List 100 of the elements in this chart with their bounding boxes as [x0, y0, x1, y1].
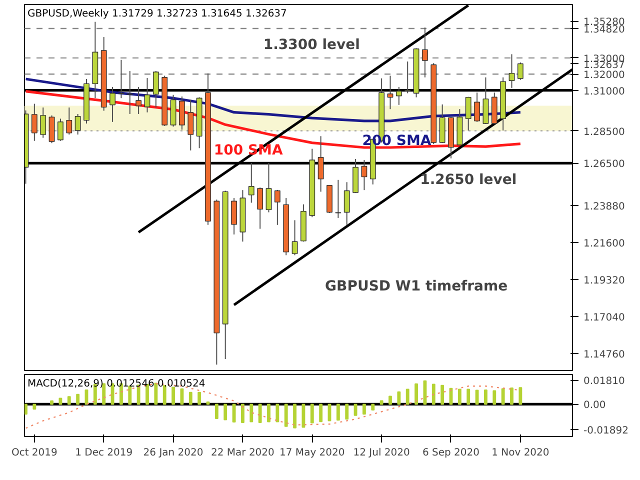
x-tick-label: 1 Dec 2019: [75, 448, 133, 458]
bar: [276, 404, 280, 422]
candlestick: [508, 54, 515, 88]
candlestick: [404, 61, 411, 94]
bar: [354, 404, 358, 416]
y-tick-label: 1.31000: [584, 86, 625, 98]
annotation: 1.2650 level: [420, 172, 517, 188]
bar: [423, 380, 427, 405]
x-tick-label: 12 Jul 2020: [353, 448, 410, 458]
candlestick: [517, 62, 524, 80]
candlestick: [58, 118, 64, 142]
bar: [310, 404, 314, 424]
bar: [484, 389, 488, 405]
bar: [198, 392, 202, 405]
candlestick: [179, 96, 185, 130]
y-tick-label: 1.14760: [584, 349, 625, 360]
bar: [32, 404, 36, 410]
candlestick: [361, 159, 368, 191]
bar: [319, 404, 323, 422]
annotation: GBPUSD W1 timeframe: [325, 278, 508, 294]
bar: [466, 388, 470, 405]
bar: [492, 390, 496, 405]
y-tick-label: -0.01892: [584, 425, 628, 436]
candlestick: [396, 86, 402, 106]
bar: [336, 404, 340, 421]
y-tick-label: 1.28500: [584, 126, 625, 138]
candlestick: [292, 220, 298, 256]
bar: [388, 396, 392, 405]
bar: [240, 404, 244, 423]
bar: [302, 404, 306, 428]
y-tick-label: 1.19320: [584, 275, 625, 286]
annotation: 1.3300 level: [263, 36, 360, 53]
candlestick: [422, 26, 428, 78]
bar: [232, 404, 236, 422]
y-tick-label: 1.32637: [584, 60, 625, 71]
candlestick: [335, 179, 342, 218]
x-tick-label: 26 Jan 2020: [143, 448, 204, 458]
y-tick-label: 1.21600: [584, 238, 625, 250]
bar: [414, 383, 418, 405]
bar: [293, 404, 296, 428]
candlestick: [31, 103, 38, 142]
bar: [518, 387, 522, 405]
candlestick: [344, 182, 350, 226]
bar: [406, 388, 410, 405]
candlestick: [231, 198, 237, 235]
candlestick: [248, 162, 254, 204]
x-tick-label: 22 Mar 2020: [211, 448, 274, 458]
x-tick-label: 17 May 2020: [280, 448, 345, 458]
bar: [102, 383, 106, 405]
candlestick: [74, 113, 81, 136]
candlestick: [144, 78, 150, 113]
bar: [267, 404, 270, 422]
bar: [162, 385, 166, 405]
y-tick-label: 0.01810: [584, 376, 625, 388]
chart-title: GBPUSD,Weekly 1.31729 1.32723 1.31645 1.32637: [28, 8, 287, 20]
bar: [128, 386, 132, 405]
candlestick: [474, 92, 480, 122]
candlestick: [257, 187, 264, 230]
candlestick: [266, 162, 272, 213]
bar: [24, 404, 28, 415]
candlestick: [136, 86, 142, 114]
x-tick-label: 6 Sep 2020: [422, 448, 480, 458]
bar: [172, 386, 175, 405]
candlestick: [465, 96, 472, 131]
candlestick: [118, 59, 124, 99]
bar: [214, 404, 218, 419]
bar: [440, 384, 444, 405]
bar: [188, 392, 192, 405]
y-tick-label: 1.26500: [584, 159, 625, 170]
bar: [380, 400, 384, 405]
bar: [76, 394, 80, 405]
bar: [180, 388, 184, 405]
x-tick-label: Oct 2019: [11, 448, 58, 458]
bar: [458, 388, 462, 405]
bar: [371, 404, 375, 410]
bar: [58, 398, 62, 405]
candlestick: [110, 86, 116, 122]
bar: [345, 404, 349, 420]
bar: [432, 384, 436, 405]
bar: [67, 396, 71, 405]
bar: [362, 404, 366, 415]
bar: [50, 400, 54, 405]
bar: [510, 387, 514, 405]
candlestick: [318, 136, 324, 192]
candlestick: [40, 107, 46, 138]
bar: [501, 388, 505, 405]
chart-title: MACD(12,26,9) 0.012546 0.010524: [28, 378, 206, 390]
y-tick-label: 1.23880: [584, 202, 625, 213]
bar: [397, 391, 401, 405]
candlestick: [152, 70, 159, 108]
bar: [224, 404, 228, 420]
bar: [284, 404, 288, 427]
bar: [250, 404, 254, 422]
y-tick-label: 0.00: [584, 400, 606, 412]
x-tick-label: 1 Nov 2020: [492, 448, 550, 458]
y-tick-label: 1.17040: [584, 312, 625, 324]
candlestick: [274, 189, 280, 226]
candlestick: [387, 75, 394, 110]
bar: [258, 404, 262, 423]
y-tick-label: 1.32000: [584, 70, 625, 82]
